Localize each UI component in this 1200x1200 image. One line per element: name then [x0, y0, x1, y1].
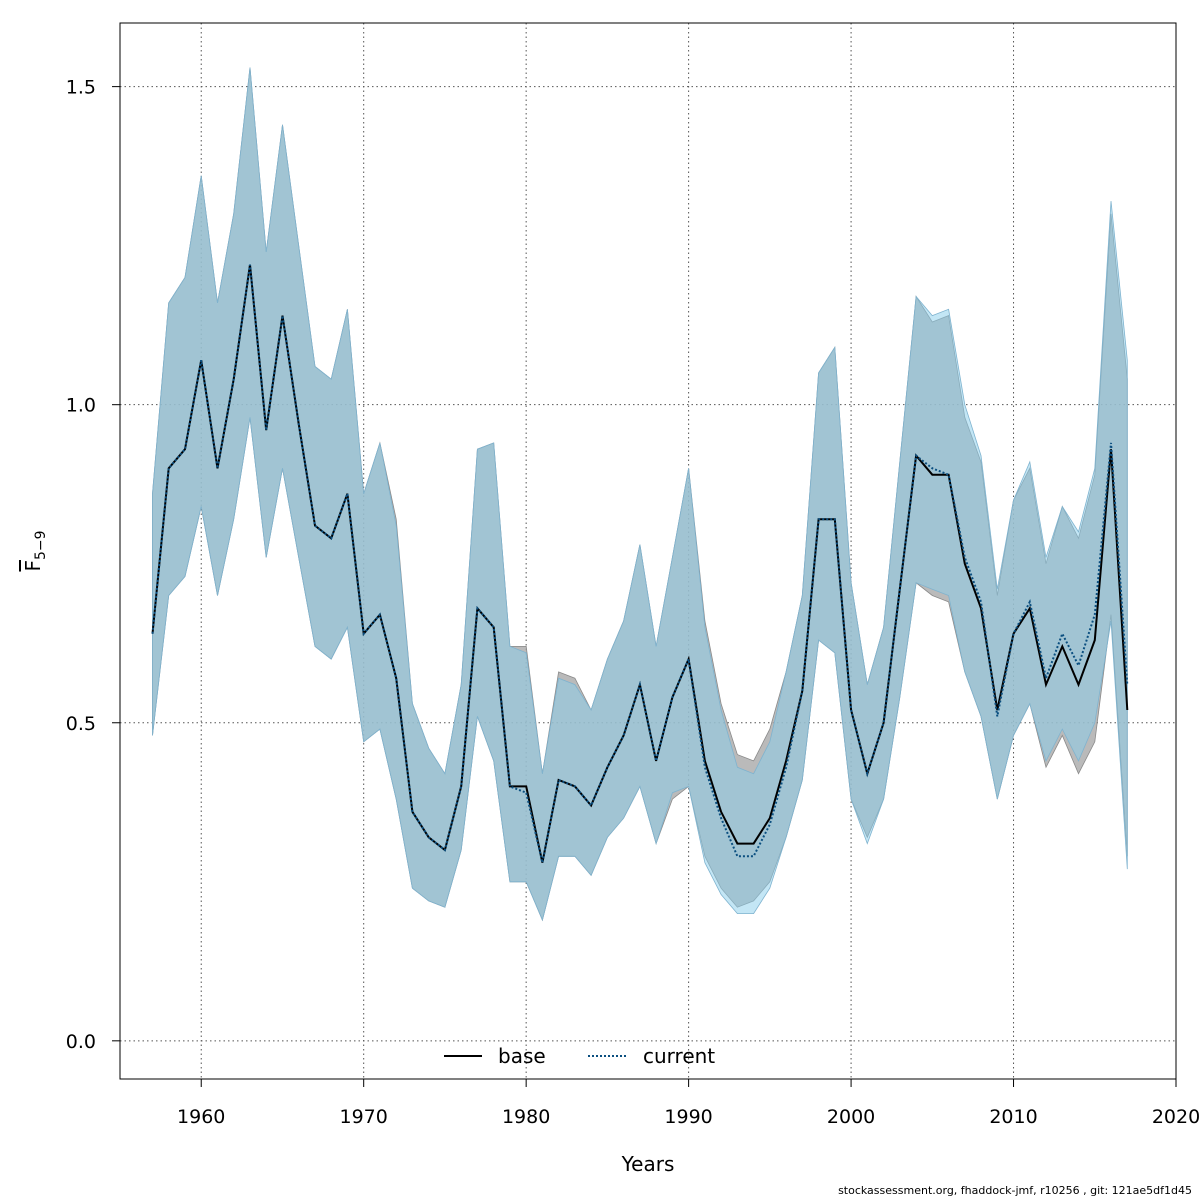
x-tick-label: 2000 [827, 1106, 875, 1128]
plot-frame [119, 22, 1177, 1080]
y-axis-title: F5−9 [21, 530, 49, 571]
y-tick-label: 0.0 [66, 1031, 96, 1053]
legend: base current [444, 1044, 715, 1068]
y-axis-title-main: F [21, 560, 45, 572]
y-tick-label: 1.0 [66, 395, 96, 417]
legend-label-current: current [643, 1044, 715, 1068]
x-axis-title: Years [621, 1152, 675, 1176]
x-tick-label: 2010 [989, 1106, 1037, 1128]
x-tick-label: 1960 [177, 1106, 225, 1128]
series-lines [151, 264, 1129, 863]
y-axis: 0.0 0.5 1.0 1.5 [66, 77, 120, 1053]
line-current [151, 264, 1129, 863]
confidence-bands [152, 67, 1128, 922]
footer-caption: stockassessment.org, fhaddock-jmf, r1025… [838, 1184, 1192, 1197]
x-axis: 1960 1970 1980 1990 2000 2010 2020 [177, 1079, 1200, 1128]
x-tick-label: 1990 [664, 1106, 712, 1128]
y-axis-title-sub: 5−9 [33, 530, 49, 560]
band-current [152, 67, 1128, 922]
x-tick-label: 1980 [502, 1106, 550, 1128]
svg-text:F5−9: F5−9 [21, 530, 49, 571]
x-tick-label: 1970 [340, 1106, 388, 1128]
legend-label-base: base [498, 1044, 546, 1068]
y-tick-label: 0.5 [66, 713, 96, 735]
x-tick-label: 2020 [1152, 1106, 1200, 1128]
y-tick-label: 1.5 [66, 77, 96, 99]
